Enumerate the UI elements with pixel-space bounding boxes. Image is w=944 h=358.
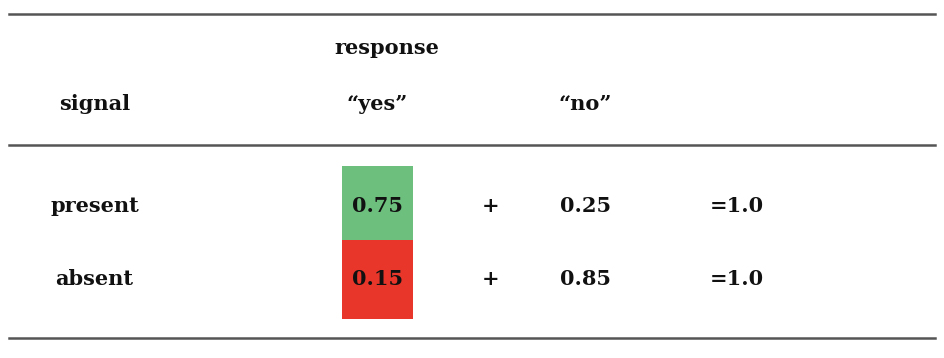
Text: absent: absent	[56, 269, 133, 289]
Text: signal: signal	[59, 94, 130, 114]
Text: +: +	[482, 269, 499, 289]
Text: 0.25: 0.25	[560, 196, 611, 216]
Text: 0.75: 0.75	[352, 196, 403, 216]
Text: present: present	[50, 196, 139, 216]
Text: 0.15: 0.15	[352, 269, 403, 289]
Text: =1.0: =1.0	[709, 269, 764, 289]
Text: =1.0: =1.0	[709, 196, 764, 216]
FancyBboxPatch shape	[343, 166, 413, 245]
Text: 0.85: 0.85	[560, 269, 611, 289]
Text: +: +	[482, 196, 499, 216]
Text: response: response	[334, 38, 440, 58]
Text: “yes”: “yes”	[346, 94, 409, 114]
FancyBboxPatch shape	[343, 240, 413, 319]
Text: “no”: “no”	[559, 94, 612, 114]
